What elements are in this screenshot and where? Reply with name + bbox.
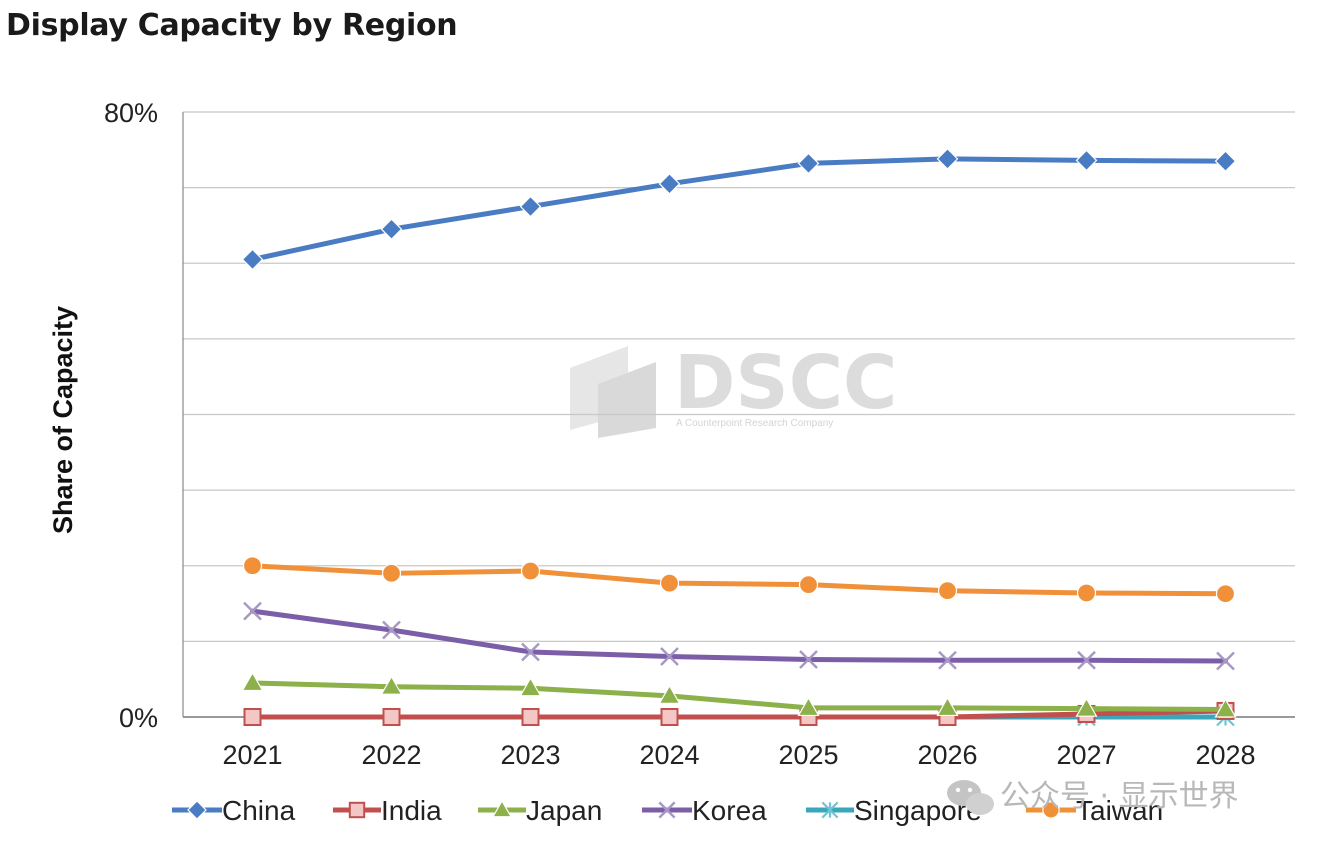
- data-point: [938, 650, 957, 670]
- gridlines: [183, 111, 1295, 718]
- data-point: [659, 573, 680, 593]
- data-point: [797, 696, 820, 717]
- data-point: [520, 561, 541, 581]
- data-point: [519, 195, 542, 218]
- data-point: [658, 684, 681, 704]
- data-point: [380, 218, 403, 241]
- data-point: [1215, 584, 1236, 604]
- data-point: [491, 799, 513, 818]
- legend-item-china: China: [172, 795, 296, 826]
- y-axis-label: Share of Capacity: [48, 306, 78, 534]
- x-tick-label: 2025: [778, 740, 838, 770]
- data-point: [521, 708, 540, 726]
- x-tick-label: 2024: [639, 740, 699, 770]
- x-tick-label: 2022: [361, 740, 421, 770]
- data-point: [936, 696, 959, 717]
- data-point: [241, 671, 264, 692]
- legend-item-korea: Korea: [642, 795, 767, 826]
- data-point: [243, 708, 262, 726]
- data-point: [187, 800, 207, 820]
- data-point: [380, 675, 403, 695]
- data-point: [1075, 149, 1098, 172]
- data-point: [242, 556, 263, 576]
- data-point: [519, 677, 542, 697]
- data-point: [1214, 150, 1237, 173]
- data-point: [521, 642, 540, 662]
- x-tick-label: 2027: [1056, 740, 1116, 770]
- data-point: [660, 647, 679, 666]
- y-axis-ticks: 0% 80%: [104, 98, 158, 733]
- series-line: [250, 680, 1228, 712]
- legend-label: Korea: [692, 795, 767, 826]
- x-tick-label: 2023: [500, 740, 560, 770]
- data-point: [1214, 698, 1237, 718]
- data-point: [658, 801, 676, 819]
- legend: China India Japan Korea Singapore Taiwan: [172, 795, 1163, 826]
- brand-watermark: 公众号 · 显示世界: [947, 779, 1239, 815]
- series-line: [250, 156, 1228, 262]
- series-korea: [243, 601, 1235, 671]
- data-point: [241, 248, 264, 271]
- data-point: [821, 801, 839, 819]
- watermark-logo-shape: [598, 362, 656, 438]
- wechat-icon: [947, 780, 994, 815]
- series-line: [250, 563, 1228, 597]
- data-point: [382, 620, 401, 640]
- data-point: [381, 563, 402, 583]
- data-point: [1076, 583, 1097, 603]
- data-point: [243, 601, 262, 621]
- x-tick-label: 2026: [917, 740, 977, 770]
- legend-label: Taiwan: [1076, 795, 1163, 826]
- data-point: [1075, 697, 1098, 717]
- legend-label: Japan: [526, 795, 602, 826]
- y-tick-label: 0%: [119, 703, 158, 733]
- data-point: [936, 148, 959, 170]
- data-point: [348, 801, 366, 819]
- data-point: [382, 708, 401, 726]
- series-taiwan: [242, 556, 1236, 604]
- legend-item-japan: Japan: [478, 795, 602, 826]
- y-tick-label: 80%: [104, 98, 158, 128]
- data-point: [1077, 650, 1096, 670]
- legend-item-taiwan: Taiwan: [1026, 795, 1163, 826]
- data-point: [797, 152, 820, 175]
- data-point: [799, 650, 818, 669]
- data-point: [660, 708, 679, 726]
- data-point: [1042, 801, 1060, 819]
- data-point: [1216, 651, 1235, 671]
- watermark-tagline: A Counterpoint Research Company: [676, 418, 833, 429]
- x-axis-ticks: 2021 2022 2023 2024 2025 2026 2027 2028: [222, 740, 1255, 770]
- dscc-watermark: DSCC A Counterpoint Research Company: [570, 340, 897, 438]
- page-title: Display Capacity by Region: [6, 8, 458, 43]
- series-line: [250, 608, 1228, 664]
- data-point: [798, 575, 819, 595]
- legend-label: India: [381, 795, 442, 826]
- series-japan: [241, 671, 1237, 718]
- legend-item-india: India: [333, 795, 442, 826]
- legend-label: China: [222, 795, 296, 826]
- series-layer: [241, 148, 1237, 727]
- x-tick-label: 2028: [1195, 740, 1255, 770]
- watermark-text: DSCC: [674, 340, 897, 426]
- series-line: [250, 708, 1228, 720]
- data-point: [937, 581, 958, 601]
- x-tick-label: 2021: [222, 740, 282, 770]
- brand-text: 公众号 · 显示世界: [1000, 779, 1239, 814]
- data-point: [658, 172, 681, 195]
- series-china: [241, 148, 1237, 271]
